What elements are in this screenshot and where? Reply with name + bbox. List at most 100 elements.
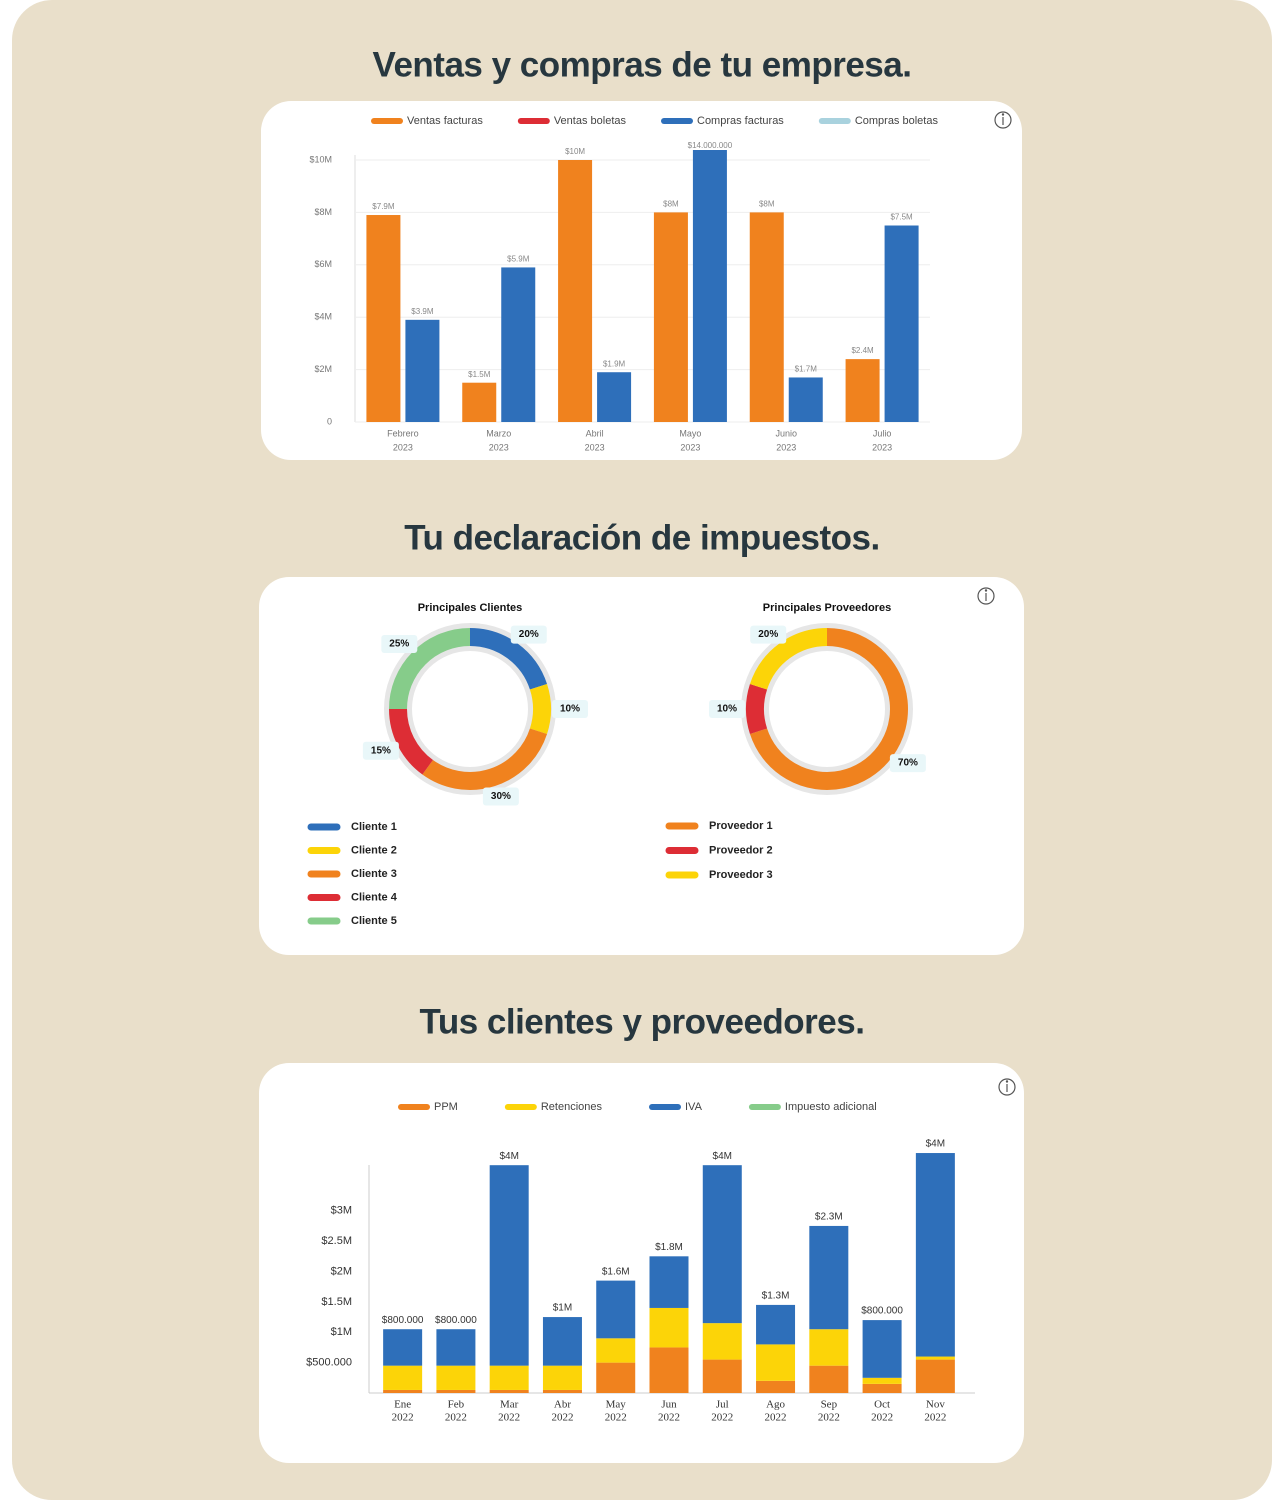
donut-title: Principales Clientes <box>418 602 523 614</box>
donut-title: Principales Proveedores <box>763 602 891 614</box>
x-tick-label: 2023 <box>872 442 892 452</box>
x-tick-label: Feb <box>448 1399 465 1411</box>
info-icon[interactable] <box>998 1078 1016 1096</box>
bars <box>366 150 919 422</box>
legend-label: IVA <box>685 1101 703 1113</box>
total-label: $4M <box>713 1151 732 1162</box>
total-label: $800.000 <box>435 1315 477 1326</box>
legend-label: Proveedor 1 <box>709 820 773 832</box>
donut-segment <box>422 728 548 790</box>
y-tick-label: 0 <box>327 416 332 426</box>
x-tick-label: 2023 <box>585 442 605 452</box>
bar-segment <box>383 1329 423 1366</box>
x-tick-label: Junio <box>775 428 797 438</box>
donut-segment <box>749 628 908 790</box>
bar <box>788 377 823 422</box>
label-box <box>750 625 787 644</box>
bar-segment <box>756 1380 796 1393</box>
bar-segment <box>702 1165 742 1324</box>
x-tick-label: 2023 <box>776 442 796 452</box>
bar-segment <box>542 1389 582 1393</box>
legend-label: Cliente 4 <box>351 891 398 903</box>
y-tick-label: $1.5M <box>321 1296 352 1308</box>
y-tick-label: $2.5M <box>321 1235 352 1247</box>
x-tick-label: 2022 <box>711 1412 733 1424</box>
y-tick-label: $4M <box>314 312 332 322</box>
total-label: $2.3M <box>815 1212 843 1223</box>
bar <box>884 225 919 422</box>
x-tick-label: Jun <box>661 1399 677 1411</box>
total-label: $4M <box>499 1151 518 1162</box>
x-tick-label: 2022 <box>924 1412 946 1424</box>
value-label: $5.9M <box>507 255 530 264</box>
value-label: $1.9M <box>603 359 626 368</box>
legend-label: Ventas boletas <box>554 115 627 127</box>
donut-segment <box>749 628 828 690</box>
value-label: 20% <box>519 629 539 640</box>
bar <box>558 160 593 422</box>
bar-segment <box>383 1389 423 1393</box>
value-label: $7.9M <box>372 202 395 211</box>
bar <box>501 267 536 422</box>
value-label: 10% <box>560 704 580 715</box>
bar-segment <box>862 1383 902 1393</box>
bar-segment <box>649 1307 689 1348</box>
bar-segment <box>756 1344 796 1381</box>
bar-segment <box>542 1317 582 1366</box>
bar-segment <box>489 1165 529 1366</box>
card <box>259 577 1024 955</box>
donut-segment <box>529 683 551 735</box>
x-tick-label: Nov <box>926 1399 945 1411</box>
bar-segment <box>649 1256 689 1308</box>
label-box <box>362 741 399 760</box>
x-tick-label: 2022 <box>551 1412 573 1424</box>
bar-segment <box>915 1356 955 1360</box>
bar <box>653 212 688 422</box>
x-tick-label: 2022 <box>765 1412 787 1424</box>
legend-label: PPM <box>434 1101 458 1113</box>
bar <box>845 359 880 422</box>
bar <box>462 382 497 422</box>
bar-segment <box>702 1359 742 1393</box>
x-tick-label: 2023 <box>393 442 413 452</box>
total-label: $800.000 <box>861 1306 903 1317</box>
x-tick-label: 2022 <box>818 1412 840 1424</box>
y-tick-label: $500.000 <box>306 1357 352 1369</box>
bar-segment <box>809 1329 849 1366</box>
value-label: $1.5M <box>468 370 491 379</box>
label-box <box>552 700 588 718</box>
donut-segment <box>389 628 471 710</box>
bar-segment <box>862 1377 902 1384</box>
value-label: 20% <box>758 629 778 640</box>
x-tick-label: 2022 <box>658 1412 680 1424</box>
y-tick-label: $2M <box>314 364 332 374</box>
label-box <box>510 625 547 644</box>
total-label: $4M <box>926 1139 945 1150</box>
value-label: $7.5M <box>890 213 913 222</box>
y-tick-label: $1M <box>331 1326 352 1338</box>
x-tick-label: Febrero <box>387 428 419 438</box>
total-label: $1M <box>553 1303 572 1314</box>
bar-segment <box>489 1389 529 1393</box>
bar-segment <box>436 1329 476 1366</box>
legend-label: Compras boletas <box>855 115 939 127</box>
info-icon[interactable] <box>994 111 1012 129</box>
x-tick-label: Oct <box>874 1399 890 1411</box>
x-tick-label: Marzo <box>486 428 511 438</box>
bar-segment <box>915 1153 955 1357</box>
bar-segment <box>596 1280 636 1339</box>
x-tick-label: Ene <box>394 1399 411 1411</box>
info-icon[interactable] <box>977 587 995 605</box>
x-tick-label: Abril <box>586 428 604 438</box>
bar-segment <box>809 1365 849 1393</box>
x-tick-label: Sep <box>821 1399 838 1411</box>
legend-label: Cliente 2 <box>351 844 397 856</box>
value-label: $8M <box>663 200 679 209</box>
x-tick-label: Mayo <box>679 428 701 438</box>
x-tick-label: 2022 <box>498 1412 520 1424</box>
total-label: $1.6M <box>602 1266 630 1277</box>
bar-segment <box>436 1389 476 1393</box>
value-label: $10M <box>565 147 585 156</box>
y-tick-label: $6M <box>314 259 332 269</box>
